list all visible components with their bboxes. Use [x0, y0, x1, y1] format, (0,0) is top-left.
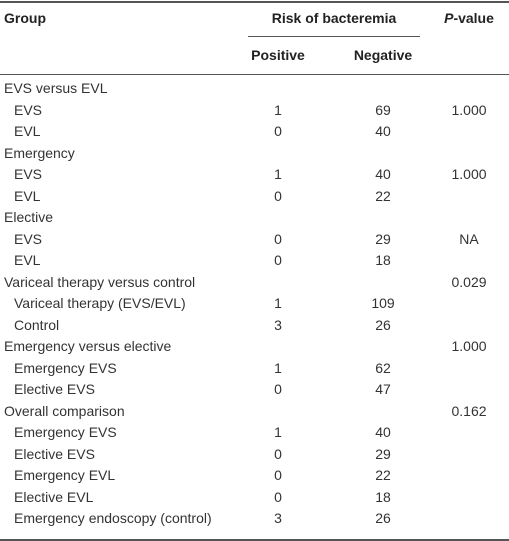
row-label: Variceal therapy (EVS/EVL) — [14, 295, 186, 311]
header-rule — [0, 74, 509, 75]
negative-count: 29 — [375, 445, 391, 462]
span-rule — [248, 36, 420, 37]
positive-count: 3 — [274, 316, 282, 333]
row-label: Elective EVS — [14, 445, 95, 462]
positive-count: 0 — [274, 187, 282, 204]
negative-count: 22 — [375, 467, 391, 483]
group-title: Overall comparison — [4, 402, 125, 419]
header-risk: Risk of bacteremia — [271, 10, 397, 26]
negative-count: 40 — [375, 424, 391, 440]
header-positive: Positive — [251, 47, 305, 63]
row-label: EVL — [14, 252, 41, 268]
negative-count: 69 — [375, 101, 391, 118]
negative-count: 62 — [375, 359, 391, 376]
row-label: Emergency EVL — [14, 467, 116, 483]
p-value: 0.162 — [451, 402, 487, 419]
p-value: 0.029 — [451, 273, 487, 290]
header-negative: Negative — [353, 47, 413, 63]
negative-count: 26 — [375, 316, 391, 333]
negative-count: 29 — [375, 230, 391, 247]
positive-count: 0 — [274, 252, 282, 268]
p-value: 1.000 — [451, 101, 487, 118]
row-label: Emergency endoscopy (control) — [14, 510, 212, 526]
positive-count: 1 — [274, 295, 282, 311]
negative-count: 109 — [371, 295, 395, 311]
bottom-rule — [0, 539, 509, 541]
row-label: Emergency EVS — [14, 359, 117, 376]
group-title: EVS versus EVL — [4, 80, 108, 96]
positive-count: 0 — [274, 445, 282, 462]
positive-count: 1 — [274, 424, 282, 440]
negative-count: 18 — [375, 488, 391, 505]
positive-count: 0 — [274, 123, 282, 139]
row-label: EVL — [14, 187, 41, 204]
header-group: Group — [4, 10, 46, 26]
top-rule — [0, 1, 509, 3]
row-label: Elective EVL — [14, 488, 94, 505]
positive-count: 0 — [274, 230, 282, 247]
header-p-value-text: P-value — [444, 10, 494, 26]
group-title: Emergency — [4, 144, 75, 161]
positive-count: 1 — [274, 359, 282, 376]
positive-count: 1 — [274, 166, 282, 182]
negative-count: 40 — [375, 166, 391, 182]
positive-count: 1 — [274, 101, 282, 118]
group-title: Elective — [4, 209, 54, 225]
negative-count: 22 — [375, 187, 391, 204]
negative-count: 26 — [375, 510, 391, 526]
positive-count: 0 — [274, 467, 282, 483]
positive-count: 0 — [274, 488, 282, 505]
row-label: Control — [14, 316, 60, 333]
group-title: Emergency versus elective — [4, 338, 172, 354]
row-label: Elective EVS — [14, 381, 95, 397]
positive-count: 3 — [274, 510, 282, 526]
row-label: EVS — [14, 101, 43, 118]
negative-count: 40 — [375, 123, 391, 139]
positive-count: 0 — [274, 381, 282, 397]
p-value: NA — [459, 230, 479, 247]
negative-count: 18 — [375, 252, 391, 268]
header-p-value: P-value — [444, 9, 494, 27]
row-label: Emergency EVS — [14, 424, 117, 440]
group-title: Variceal therapy versus control — [4, 273, 196, 290]
p-value: 1.000 — [451, 338, 487, 354]
p-value: 1.000 — [451, 166, 487, 182]
row-label: EVL — [14, 123, 41, 139]
row-label: EVS — [14, 230, 43, 247]
negative-count: 47 — [375, 381, 391, 397]
row-label: EVS — [14, 166, 43, 182]
